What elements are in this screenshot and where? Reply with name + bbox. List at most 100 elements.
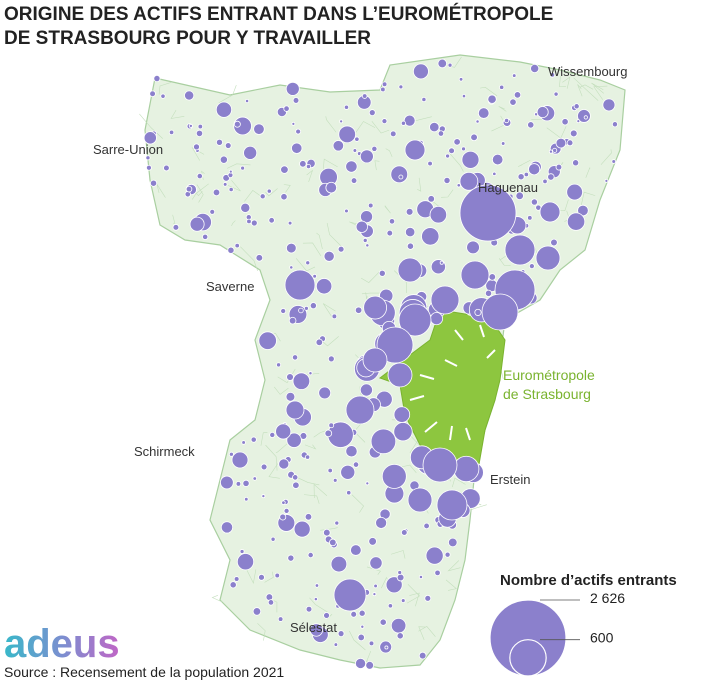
commune-line [351,494,364,513]
bubble [553,91,559,97]
commune-line [201,170,205,180]
bubble [153,74,161,83]
commune-line [591,82,604,94]
bubble [163,164,170,172]
bubble [363,295,387,320]
bubble [346,490,352,496]
bubble [389,130,397,138]
bubble [235,481,242,487]
bubble [143,131,157,145]
bubble [566,139,574,147]
bubble [422,447,458,483]
bubble [379,618,387,626]
commune-line [401,464,417,474]
bubble [611,121,618,128]
bubble [327,467,333,474]
commune-line [283,184,291,193]
bubble [445,153,451,159]
bubble [267,599,275,606]
commune-line [295,258,316,272]
bubble [418,574,424,580]
commune-line [231,220,236,226]
commune-line [384,205,391,214]
bubble [376,326,414,364]
bubble [400,529,408,536]
bubble [184,191,191,198]
bubble [202,233,209,240]
bubble [286,373,294,381]
bubble [611,159,617,164]
bubble [373,583,378,589]
commune-line [303,494,320,504]
bubble [150,179,158,187]
commune-line [240,246,258,272]
bubble [555,137,567,149]
bubble [324,429,333,438]
bubble [437,130,445,137]
commune-line [517,160,531,167]
bubble [261,494,266,499]
bubble [266,188,272,194]
bubble [388,218,396,225]
bubble [365,661,375,670]
bubble [280,193,288,201]
bubble [222,182,228,187]
bubble [333,642,339,647]
bubble [421,227,440,246]
legend-label: 2 626 [590,590,625,606]
bubble [212,188,221,197]
commune-line [418,625,436,637]
bubble [338,125,356,144]
commune-line [374,160,380,171]
bubble [284,269,316,301]
title-line: ORIGINE DES ACTIFS ENTRANT DANS L’EUROMÉ… [4,3,553,25]
bubble [386,229,394,237]
bubble [250,436,257,443]
bubble [523,171,530,178]
bubble [258,573,265,581]
title-line: DE STRASBOURG POUR Y TRAVAILLER [4,28,371,49]
bubble [285,391,296,402]
bubble [292,481,300,489]
bubble [530,63,540,74]
bubble [427,160,433,167]
bubble [228,186,234,193]
bubble [280,308,287,314]
bubble [370,428,397,455]
legend-label: 600 [590,630,614,646]
bubble [573,103,580,110]
bubble [397,257,423,283]
commune-line [320,336,339,347]
bubble [269,431,276,438]
commune-line [349,630,366,651]
commune-line [441,189,454,198]
commune-line [593,85,608,100]
bubble [270,536,276,542]
commune-line [418,626,426,641]
bubble [145,155,151,161]
place-label: Wissembourg [548,64,627,79]
ems-label: de Strasbourg [503,386,591,402]
bubble [602,98,616,112]
bubble [220,475,234,490]
bubble [492,171,497,176]
commune-line [447,151,464,172]
bubble [355,657,367,669]
bubble [304,513,313,521]
bubble [354,136,360,142]
commune-line [385,148,393,157]
commune-line [265,188,278,197]
bubble [280,165,289,174]
bubble [231,451,249,469]
bubble [552,147,558,153]
commune-line [218,84,237,104]
bubble [360,210,374,224]
bubble [246,218,252,225]
place-label: Schirmeck [134,444,195,459]
bubble [188,123,193,128]
bubble [323,528,331,537]
bubble [330,555,348,573]
bubble [215,138,223,146]
arrows [409,324,496,441]
bubble [499,84,505,90]
